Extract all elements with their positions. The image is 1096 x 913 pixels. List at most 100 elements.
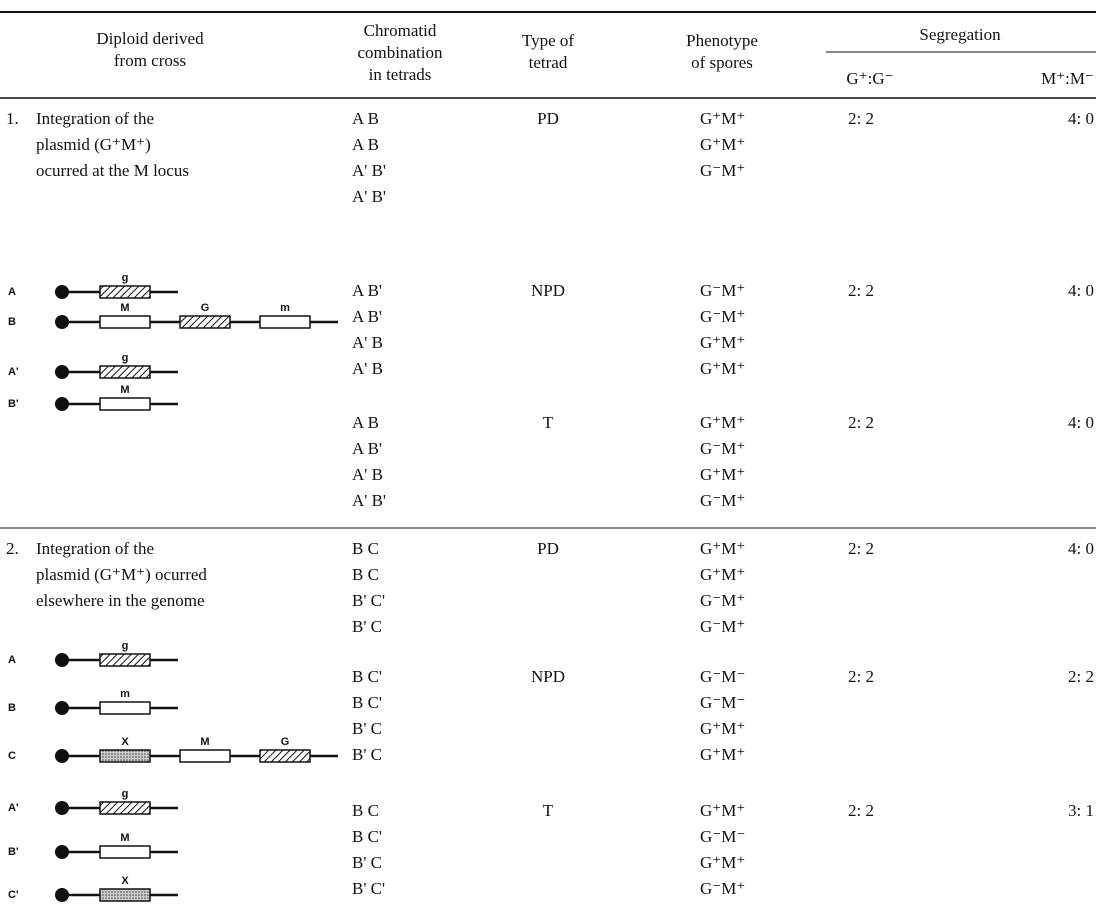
m-segregation: 2: 2: [1068, 667, 1094, 686]
phenotype: G⁺M⁺: [700, 135, 745, 154]
centromere: [55, 653, 69, 667]
gene-label: M: [120, 384, 129, 396]
gene: [100, 802, 150, 814]
centromere: [55, 701, 69, 715]
m-segregation: 4: 0: [1068, 109, 1094, 128]
phenotype: G⁺M⁺: [700, 719, 745, 738]
gene-label: M: [120, 832, 129, 844]
g-segregation: 2: 2: [848, 801, 874, 820]
chromatid: B' C': [352, 591, 385, 610]
gene: [100, 366, 150, 378]
chromosome-label: A': [8, 802, 19, 814]
chromatid: B' C: [352, 853, 382, 872]
tetrad-type: NPD: [531, 281, 565, 300]
chromosome-label: A: [8, 654, 16, 666]
chromatid: B C: [352, 801, 379, 820]
chromosome-label: B': [8, 846, 19, 858]
chromatid: A B': [352, 281, 382, 300]
gene: [100, 846, 150, 858]
gene-label: X: [121, 875, 129, 887]
column-header: combination: [358, 43, 443, 62]
gene-label: X: [121, 736, 129, 748]
seg-g-header: G⁺:G⁻: [846, 69, 893, 88]
seg-m-header: M⁺:M⁻: [1041, 69, 1094, 88]
phenotype: G⁺M⁺: [700, 539, 745, 558]
gene-label: g: [122, 272, 129, 284]
gene-label: m: [280, 302, 290, 314]
phenotype: G⁺M⁺: [700, 745, 745, 764]
tetrad-type: NPD: [531, 667, 565, 686]
centromere: [55, 365, 69, 379]
tetrad-type: T: [543, 413, 554, 432]
chromatid: A B: [352, 135, 379, 154]
chromatid: A' B': [352, 187, 386, 206]
centromere: [55, 285, 69, 299]
chromatid: B C: [352, 539, 379, 558]
phenotype: G⁺M⁺: [700, 333, 745, 352]
tetrad-type: T: [543, 801, 554, 820]
chromatid: A' B: [352, 359, 383, 378]
column-header: Type of: [522, 31, 574, 50]
chromosome-label: A: [8, 286, 16, 298]
chromosome-label: C: [8, 750, 16, 762]
chromatid: B' C': [352, 879, 385, 898]
chromatid: A' B: [352, 333, 383, 352]
tetrad-type: PD: [537, 109, 559, 128]
m-segregation: 3: 1: [1068, 801, 1094, 820]
column-header: of spores: [691, 53, 753, 72]
chromatid: A B: [352, 413, 379, 432]
section-description: Integration of the: [36, 539, 154, 558]
phenotype: G⁻M⁺: [700, 161, 745, 180]
g-segregation: 2: 2: [848, 281, 874, 300]
phenotype: G⁻M⁻: [700, 667, 745, 686]
gene-label: M: [200, 736, 209, 748]
centromere: [55, 888, 69, 902]
gene-label: m: [120, 688, 130, 700]
phenotype: G⁺M⁺: [700, 853, 745, 872]
chromosome-label: A': [8, 366, 19, 378]
gene-label: G: [281, 736, 290, 748]
centromere: [55, 397, 69, 411]
gene: [100, 750, 150, 762]
column-header: tetrad: [529, 53, 568, 72]
phenotype: G⁺M⁺: [700, 359, 745, 378]
gene: [180, 316, 230, 328]
section-description: elsewhere in the genome: [36, 591, 205, 610]
centromere: [55, 801, 69, 815]
phenotype: G⁺M⁺: [700, 565, 745, 584]
gene: [100, 286, 150, 298]
phenotype: G⁺M⁺: [700, 465, 745, 484]
chromatid: B C': [352, 667, 382, 686]
chromatid: B' C: [352, 617, 382, 636]
g-segregation: 2: 2: [848, 667, 874, 686]
phenotype: G⁻M⁺: [700, 491, 745, 510]
gene-label: g: [122, 352, 129, 364]
column-header: in tetrads: [369, 65, 432, 84]
chromatid: A' B: [352, 465, 383, 484]
chromatid: A B': [352, 439, 382, 458]
section-description: plasmid (G⁺M⁺) ocurred: [36, 565, 207, 584]
phenotype: G⁻M⁺: [700, 591, 745, 610]
chromatid: A' B': [352, 491, 386, 510]
chromosome-label: C': [8, 889, 19, 901]
phenotype: G⁻M⁻: [700, 693, 745, 712]
gene: [100, 702, 150, 714]
chromatid: B C: [352, 565, 379, 584]
section-description: Integration of the: [36, 109, 154, 128]
column-header: from cross: [114, 51, 186, 70]
centromere: [55, 749, 69, 763]
column-header: Phenotype: [686, 31, 758, 50]
gene: [180, 750, 230, 762]
chromatid: B' C: [352, 745, 382, 764]
centromere: [55, 845, 69, 859]
chromatid: A B': [352, 307, 382, 326]
phenotype: G⁻M⁺: [700, 281, 745, 300]
column-header: Diploid derived: [96, 29, 204, 48]
segregation-header: Segregation: [919, 25, 1001, 44]
chromatid: B' C: [352, 719, 382, 738]
gene-label: g: [122, 640, 129, 652]
tetrad-type: PD: [537, 539, 559, 558]
chromatid: B C': [352, 693, 382, 712]
section-number: 1.: [6, 109, 19, 128]
gene: [100, 398, 150, 410]
